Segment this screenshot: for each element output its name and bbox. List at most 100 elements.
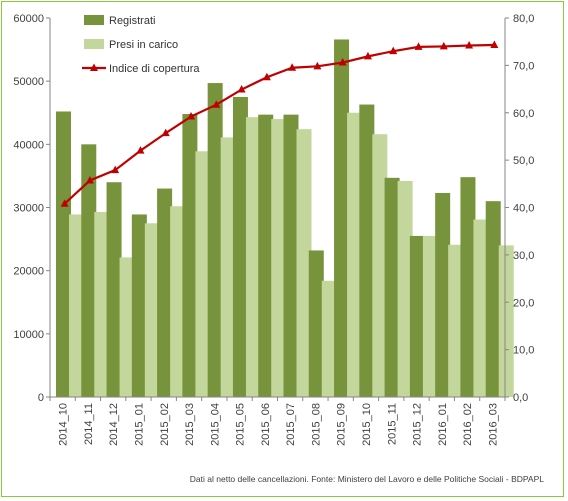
legend-swatch-indice (90, 63, 98, 71)
bar-registrati (131, 214, 147, 397)
x-tick-label: 2016_03 (487, 403, 499, 446)
bar-presi-in-carico (473, 219, 489, 397)
y-right-tick-label: 60,0 (513, 108, 534, 120)
bar-presi-in-carico (170, 206, 186, 397)
bar-registrati (232, 96, 248, 397)
bar-presi-in-carico (422, 235, 438, 397)
x-tick-label: 2015_06 (260, 403, 272, 446)
x-tick-label: 2015_07 (285, 403, 297, 446)
bar-presi-in-carico (245, 117, 261, 398)
y-right-tick-label: 0,0 (513, 392, 528, 404)
y-left-tick-label: 40000 (13, 139, 44, 151)
point-indice (338, 58, 347, 66)
bar-registrati (182, 114, 198, 397)
point-indice (187, 112, 196, 120)
y-right-tick-label: 20,0 (513, 297, 534, 309)
point-indice (288, 63, 297, 71)
bar-presi-in-carico (296, 129, 312, 397)
point-indice (414, 42, 423, 50)
bar-registrati (384, 177, 400, 397)
x-tick-label: 2015_02 (159, 403, 171, 446)
point-indice (262, 72, 271, 81)
bar-registrati (334, 39, 350, 398)
x-tick-label: 2016_02 (462, 403, 474, 446)
x-tick-label: 2016_01 (437, 403, 449, 446)
bar-registrati (56, 111, 71, 397)
bar-presi-in-carico (144, 223, 160, 397)
footnote: Dati al netto delle cancellazioni. Fonte… (190, 474, 544, 484)
point-indice (212, 100, 221, 108)
bar-presi-in-carico (372, 134, 388, 397)
bar-presi-in-carico (321, 280, 337, 397)
point-indice (85, 175, 94, 184)
x-tick-label: 2015_04 (209, 403, 221, 446)
bar-presi-in-carico (397, 180, 413, 397)
axes-layer: 0 10000 20000 30000 40000 50000 60000 0,0 10,0 20… (13, 13, 534, 446)
point-indice (60, 199, 69, 207)
y-left-tick-label: 30000 (13, 203, 44, 215)
y-right-tick-label: 80,0 (513, 13, 534, 25)
point-indice (111, 165, 120, 174)
y-left-tick-label: 10000 (13, 329, 44, 341)
x-tick-label: 2015_01 (133, 403, 145, 446)
bar-presi-in-carico (220, 137, 236, 397)
point-indice (237, 85, 246, 93)
bar-registrati (207, 83, 223, 397)
point-indice (313, 61, 322, 70)
y-right-tick-label: 70,0 (513, 60, 534, 72)
x-tick-label: 2015_12 (412, 403, 424, 446)
x-tick-label: 2015_11 (386, 403, 398, 445)
legend-swatch-presi (84, 39, 104, 49)
series-line-indice (63, 43, 495, 205)
point-indice (161, 128, 170, 137)
legend-label-registrati: Registrati (109, 15, 155, 27)
point-indice (465, 40, 474, 49)
legend-label-presi: Presi in carico (109, 39, 178, 51)
bar-presi-in-carico (271, 119, 287, 398)
line-layer (60, 40, 499, 207)
bar-registrati (157, 188, 173, 397)
y-left-tick-label: 0 (38, 392, 44, 404)
y-left-tick-label: 50000 (13, 76, 44, 88)
x-tick-label: 2015_03 (184, 403, 196, 446)
bar-registrati (81, 144, 97, 397)
point-indice (490, 40, 499, 49)
bar-registrati (283, 114, 299, 398)
point-indice (363, 51, 372, 60)
bar-presi-in-carico (347, 112, 363, 397)
bar-presi-in-carico (69, 214, 84, 397)
legend: Registrati Presi in carico Indice di coper… (82, 15, 200, 75)
bar-presi-in-carico (94, 211, 110, 397)
x-tick-label: 2015_09 (336, 403, 348, 446)
bar-presi-in-carico (195, 151, 211, 397)
bar-presi-in-carico (119, 257, 135, 397)
bar-registrati (485, 201, 501, 397)
legend-label-indice: Indice di copertura (109, 63, 200, 75)
y-right-tick-label: 30,0 (513, 250, 534, 262)
y-left-tick-label: 20000 (13, 266, 44, 278)
x-tick-label: 2015_10 (361, 403, 373, 446)
x-tick-label: 2014_12 (108, 403, 120, 446)
y-left-tick-label: 60000 (13, 13, 44, 25)
x-tick-label: 2014_11 (83, 403, 95, 445)
x-tick-label: 2015_05 (235, 403, 247, 446)
bar-registrati (106, 182, 122, 397)
x-tick-label: 2015_08 (310, 403, 322, 446)
bar-registrati (435, 192, 451, 397)
legend-swatch-registrati (84, 15, 104, 25)
bar-presi-in-carico (448, 244, 464, 397)
bar-registrati (409, 235, 425, 397)
x-tick-label: 2014_10 (58, 403, 70, 446)
bar-presi-in-carico (498, 245, 514, 397)
y-right-tick-label: 50,0 (513, 155, 534, 167)
bar-registrati (359, 104, 375, 397)
bar-registrati (258, 114, 274, 398)
point-indice (389, 46, 398, 55)
y-right-tick-label: 40,0 (513, 203, 534, 215)
point-indice (439, 41, 448, 50)
bars-layer (56, 39, 514, 398)
bar-registrati (308, 250, 324, 397)
point-indice (136, 146, 145, 154)
y-right-tick-label: 10,0 (513, 345, 534, 357)
